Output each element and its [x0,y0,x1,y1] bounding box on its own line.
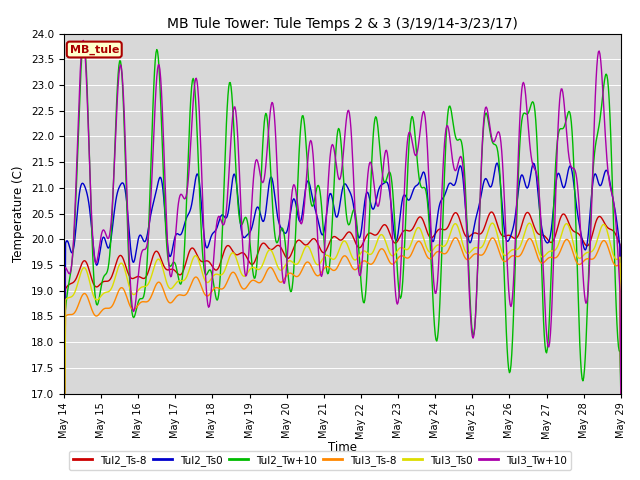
Tul2_Ts0 [334,213,342,218]
Tul3_Ts-8 [443,250,451,255]
Tul3_Tw+10 [566,162,574,168]
Tul2_Tw+10 [79,39,87,45]
Legend: Tul2_Ts-8, Tul2_Ts0, Tul2_Tw+10, Tul3_Ts-8, Tul3_Ts0, Tul3_Tw+10: Tul2_Ts-8, Tul2_Ts0, Tul2_Tw+10, Tul3_Ts… [69,451,571,470]
Tul2_Ts-8 [334,236,342,241]
Tul2_Tw+10 [389,188,397,194]
Tul2_Tw+10 [183,187,191,193]
Tul2_Tw+10 [207,268,215,274]
Tul2_Ts0 [566,163,574,169]
Tul2_Ts0 [493,160,501,166]
Tul3_Ts-8 [617,391,625,396]
Tul2_Ts0 [60,391,68,396]
Tul3_Ts0 [443,240,451,246]
Tul3_Tw+10 [60,391,68,396]
Tul3_Ts-8 [60,391,68,396]
Tul2_Tw+10 [444,113,451,119]
Tul3_Ts-8 [566,242,574,248]
Tul2_Ts-8 [60,391,68,396]
Tul2_Ts-8 [488,209,495,215]
Tul3_Ts0 [566,229,574,235]
Tul2_Tw+10 [60,391,68,396]
Tul3_Ts0 [334,251,342,256]
Tul3_Ts-8 [334,264,342,270]
Tul2_Ts-8 [206,260,214,266]
X-axis label: Time: Time [328,441,357,454]
Tul3_Tw+10 [335,175,342,181]
Tul2_Ts-8 [617,391,625,396]
Line: Tul3_Ts0: Tul3_Ts0 [64,223,621,394]
Tul3_Tw+10 [389,240,397,245]
Title: MB Tule Tower: Tule Temps 2 & 3 (3/19/14-3/23/17): MB Tule Tower: Tule Temps 2 & 3 (3/19/14… [167,17,518,31]
Tul3_Ts0 [206,277,214,283]
Tul3_Tw+10 [183,189,191,194]
Tul2_Tw+10 [335,126,342,132]
Tul2_Ts-8 [388,236,396,242]
Line: Tul2_Ts0: Tul2_Ts0 [64,163,621,394]
Tul3_Tw+10 [79,37,87,43]
Tul3_Ts0 [60,391,68,396]
Tul2_Tw+10 [566,113,574,119]
Y-axis label: Temperature (C): Temperature (C) [12,165,26,262]
Line: Tul2_Ts-8: Tul2_Ts-8 [64,212,621,394]
Tul3_Ts-8 [206,291,214,297]
Tul3_Ts0 [617,391,625,396]
Tul3_Ts0 [488,220,496,226]
Line: Tul2_Tw+10: Tul2_Tw+10 [64,42,621,394]
Tul3_Ts-8 [182,291,190,297]
Tul3_Ts-8 [451,235,459,240]
Tul2_Ts-8 [443,226,451,231]
Tul3_Ts0 [182,275,190,281]
Text: MB_tule: MB_tule [70,44,119,55]
Tul2_Ts0 [206,237,214,242]
Tul2_Tw+10 [617,391,625,396]
Tul3_Tw+10 [444,123,451,129]
Tul2_Ts0 [443,186,451,192]
Tul3_Tw+10 [207,292,215,298]
Tul2_Ts-8 [566,224,574,230]
Tul3_Ts0 [388,253,396,259]
Tul2_Ts0 [388,210,396,216]
Tul2_Ts0 [182,216,190,222]
Tul3_Ts-8 [388,261,396,267]
Line: Tul3_Ts-8: Tul3_Ts-8 [64,238,621,394]
Tul2_Ts-8 [182,259,190,264]
Line: Tul3_Tw+10: Tul3_Tw+10 [64,40,621,394]
Tul3_Tw+10 [617,391,625,396]
Tul2_Ts0 [617,391,625,396]
